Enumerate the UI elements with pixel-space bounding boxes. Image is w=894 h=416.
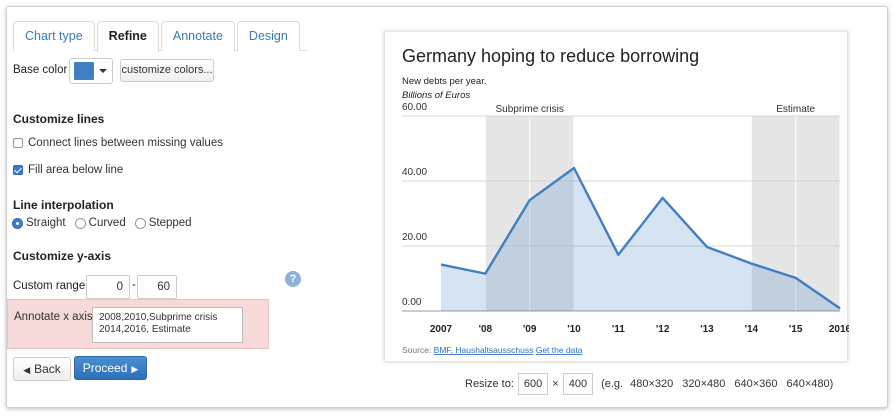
shaded-range-label-1: Estimate (776, 104, 815, 115)
customize-yaxis-title: Customize y-axis (13, 249, 112, 263)
radio-curved[interactable]: Curved (74, 217, 126, 229)
chart-preview: Germany hoping to reduce borrowing New de… (384, 31, 852, 362)
checkbox-checked-icon[interactable] (13, 165, 23, 175)
chart-subtitle: New debts per year. (402, 76, 487, 87)
range-dash: - (132, 279, 136, 291)
x-tick-label: '12 (656, 324, 670, 335)
tab-refine[interactable]: Refine (96, 21, 159, 52)
base-color-label: Base color (13, 64, 68, 76)
x-tick-label: '13 (700, 324, 714, 335)
preset-640x360[interactable]: 640×360 (734, 378, 778, 390)
preset-480x320[interactable]: 480×320 (630, 378, 674, 390)
back-label: Back (34, 362, 61, 376)
radio-selected-icon[interactable] (12, 217, 23, 229)
interpolation-radio-group: Straight Curved Stepped (12, 217, 201, 229)
customize-lines-title: Customize lines (13, 112, 105, 126)
x-tick-label: '15 (789, 324, 803, 335)
resize-controls: Resize to: 600 × 400 (e.g. 480×320 320×4… (465, 373, 833, 395)
fill-area-label: Fill area below line (28, 164, 124, 176)
radio-curved-label: Curved (88, 217, 126, 229)
range-min-input[interactable]: 0 (86, 275, 130, 299)
line-interpolation-title: Line interpolation (13, 198, 114, 212)
tab-design[interactable]: Design (236, 21, 300, 51)
shaded-range-label-0: Subprime crisis (495, 104, 563, 115)
x-tick-label: 2007 (430, 324, 453, 335)
annotate-x-axis-row: Annotate x axis: 2008,2010,Subprime cris… (7, 299, 269, 349)
x-tick-label: 2016 (829, 324, 849, 335)
radio-straight[interactable]: Straight (12, 217, 66, 229)
customize-colors-button[interactable]: customize colors... (120, 59, 214, 82)
x-tick-label: '08 (479, 324, 493, 335)
y-tick-label: 0.00 (402, 297, 422, 308)
annotate-x-axis-textarea[interactable]: 2008,2010,Subprime crisis 2014,2016, Est… (92, 307, 243, 343)
y-tick-label: 40.00 (402, 167, 427, 178)
connect-lines-label: Connect lines between missing values (28, 137, 223, 149)
chart-unit-label: Billions of Euros (402, 90, 470, 101)
resize-width-input[interactable]: 600 (517, 373, 549, 395)
preset-640x480[interactable]: 640×480) (786, 378, 834, 390)
resize-height-input[interactable]: 400 (562, 373, 594, 395)
custom-range-label: Custom range: (13, 280, 89, 292)
chart-title: Germany hoping to reduce borrowing (402, 46, 699, 66)
chevron-left-icon: ◀ (23, 365, 31, 375)
range-max-input[interactable]: 60 (137, 275, 177, 299)
chart-svg: Germany hoping to reduce borrowing New de… (402, 46, 852, 355)
tab-bar: Chart type Refine Annotate Design (13, 16, 307, 52)
radio-straight-label: Straight (26, 217, 66, 229)
source-link[interactable]: BMF, Haushaltsausschuss (434, 345, 534, 355)
radio-icon[interactable] (134, 217, 146, 229)
radio-stepped-label: Stepped (148, 217, 192, 229)
resize-times: × (552, 378, 559, 390)
proceed-label: Proceed (82, 361, 128, 375)
proceed-button[interactable]: Proceed ▶ (74, 356, 147, 380)
resize-presets-prefix: (e.g. (601, 378, 624, 390)
help-icon[interactable]: ? (285, 271, 301, 287)
back-button[interactable]: ◀ Back (13, 357, 71, 381)
checkbox-icon[interactable] (13, 138, 23, 148)
tab-annotate[interactable]: Annotate (160, 21, 235, 51)
x-tick-label: '14 (745, 324, 759, 335)
x-tick-label: '11 (612, 324, 625, 335)
chevron-down-icon (99, 69, 107, 73)
x-tick-label: '10 (567, 324, 581, 335)
annotate-x-axis-label: Annotate x axis: (14, 311, 96, 323)
series-line (440, 166, 841, 310)
base-color-picker[interactable] (69, 58, 113, 84)
color-swatch (74, 62, 94, 80)
preset-320x480[interactable]: 320×480 (682, 378, 726, 390)
tab-chart-type[interactable]: Chart type (13, 21, 95, 51)
resize-label: Resize to: (465, 378, 514, 390)
source-line: Source: BMF, Haushaltsausschuss Get the … (402, 345, 583, 355)
y-tick-label: 20.00 (402, 232, 427, 243)
fill-area-checkbox[interactable]: Fill area below line (13, 164, 123, 176)
radio-icon[interactable] (74, 217, 86, 229)
y-tick-label: 60.00 (402, 102, 427, 113)
settings-panel: Chart type Refine Annotate Design Base c… (7, 7, 307, 407)
app-window: Chart type Refine Annotate Design Base c… (6, 6, 888, 408)
get-data-link[interactable]: Get the data (536, 345, 583, 355)
chevron-right-icon: ▶ (131, 364, 139, 374)
series-area (441, 168, 840, 311)
connect-lines-checkbox[interactable]: Connect lines between missing values (13, 137, 223, 149)
x-tick-label: '09 (523, 324, 537, 335)
radio-stepped[interactable]: Stepped (134, 217, 192, 229)
